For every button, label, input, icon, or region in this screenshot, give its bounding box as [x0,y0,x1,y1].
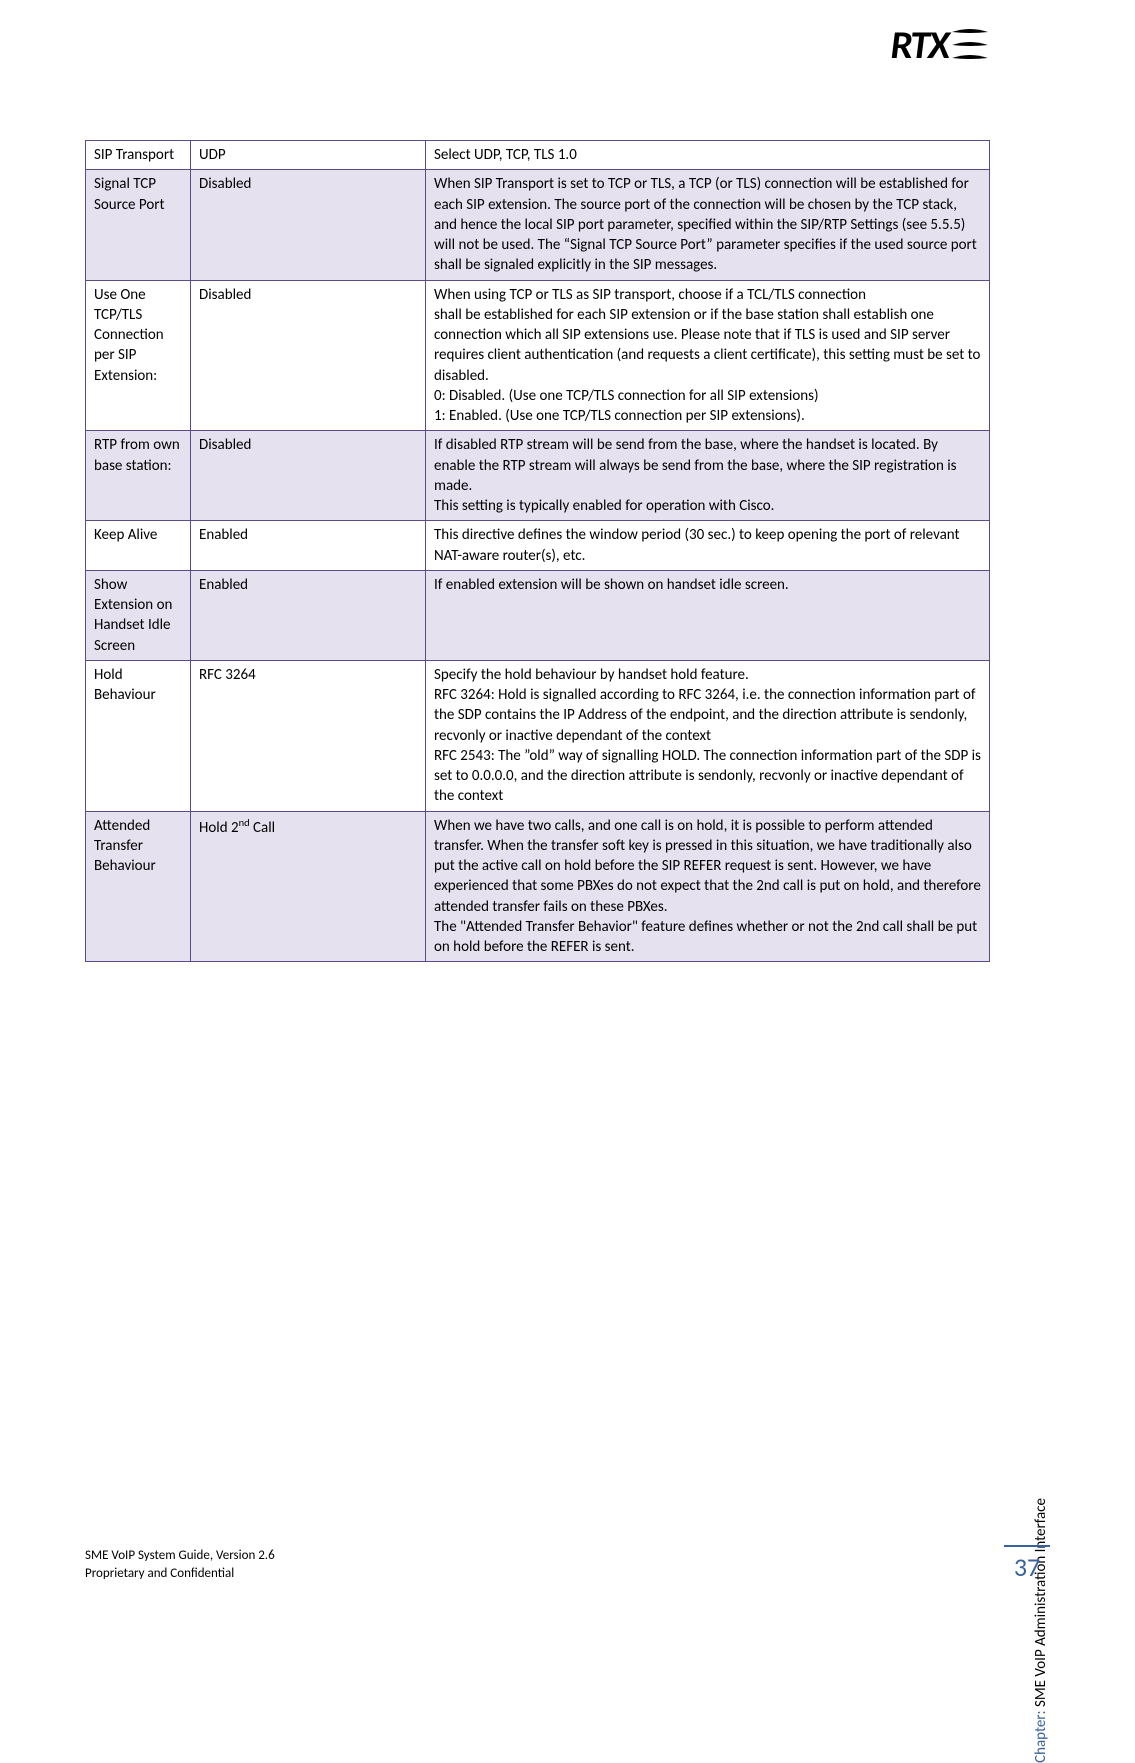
table-row: Keep AliveEnabledThis directive defines … [86,521,990,571]
chapter-text: SME VoIP Administration Interface [1032,1498,1050,1707]
table-row: Signal TCP Source PortDisabledWhen SIP T… [86,170,990,280]
footer-line1: SME VoIP System Guide, Version 2.6 [85,1547,275,1565]
table-row: Attended Transfer BehaviourHold 2nd Call… [86,811,990,962]
value-cell: UDP [191,141,426,170]
param-cell: RTP from own base station: [86,431,191,521]
desc-cell: When using TCP or TLS as SIP transport, … [426,280,990,431]
param-cell: Hold Behaviour [86,660,191,811]
value-cell: Enabled [191,570,426,660]
param-cell: Show Extension on Handset Idle Screen [86,570,191,660]
desc-cell: When SIP Transport is set to TCP or TLS,… [426,170,990,280]
document-page: RTX SIP TransportUDPSelect UDP, TCP, TLS… [0,0,1135,1623]
logo-text: RTX [890,20,948,69]
desc-cell: If enabled extension will be shown on ha… [426,570,990,660]
config-table-body: SIP TransportUDPSelect UDP, TCP, TLS 1.0… [86,141,990,962]
table-row: SIP TransportUDPSelect UDP, TCP, TLS 1.0 [86,141,990,170]
chapter-label: Chapter: [1032,1710,1050,1762]
value-cell: Hold 2nd Call [191,811,426,962]
param-cell: Attended Transfer Behaviour [86,811,191,962]
table-row: Show Extension on Handset Idle ScreenEna… [86,570,990,660]
value-cell: Disabled [191,280,426,431]
desc-cell: When we have two calls, and one call is … [426,811,990,962]
desc-cell: This directive defines the window period… [426,521,990,571]
logo-swish-icon [950,28,990,62]
side-chapter: Chapter: SME VoIP Administration Interfa… [1032,1498,1050,1763]
footer-left: SME VoIP System Guide, Version 2.6 Propr… [85,1547,275,1583]
param-cell: Signal TCP Source Port [86,170,191,280]
value-cell: Disabled [191,170,426,280]
table-row: RTP from own base station:DisabledIf dis… [86,431,990,521]
desc-cell: Select UDP, TCP, TLS 1.0 [426,141,990,170]
desc-cell: Specify the hold behaviour by handset ho… [426,660,990,811]
desc-cell: If disabled RTP stream will be send from… [426,431,990,521]
table-row: Hold BehaviourRFC 3264Specify the hold b… [86,660,990,811]
rtx-logo: RTX [890,20,990,69]
footer-line2: Proprietary and Confidential [85,1565,275,1583]
param-cell: Use One TCP/TLS Connection per SIP Exten… [86,280,191,431]
table-row: Use One TCP/TLS Connection per SIP Exten… [86,280,990,431]
value-cell: Enabled [191,521,426,571]
param-cell: Keep Alive [86,521,191,571]
page-number: 37 [1004,1545,1050,1583]
param-cell: SIP Transport [86,141,191,170]
config-table: SIP TransportUDPSelect UDP, TCP, TLS 1.0… [85,140,990,962]
value-cell: Disabled [191,431,426,521]
value-cell: RFC 3264 [191,660,426,811]
